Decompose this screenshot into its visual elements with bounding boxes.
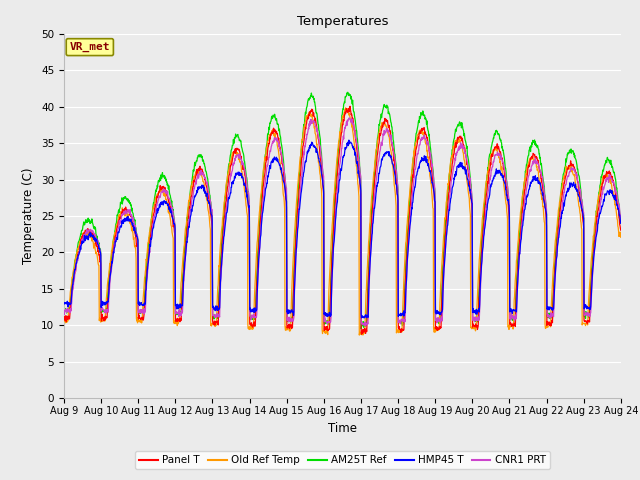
Title: Temperatures: Temperatures	[297, 15, 388, 28]
Text: VR_met: VR_met	[70, 42, 110, 52]
Legend: Panel T, Old Ref Temp, AM25T Ref, HMP45 T, CNR1 PRT: Panel T, Old Ref Temp, AM25T Ref, HMP45 …	[135, 451, 550, 469]
X-axis label: Time: Time	[328, 421, 357, 434]
Y-axis label: Temperature (C): Temperature (C)	[22, 168, 35, 264]
